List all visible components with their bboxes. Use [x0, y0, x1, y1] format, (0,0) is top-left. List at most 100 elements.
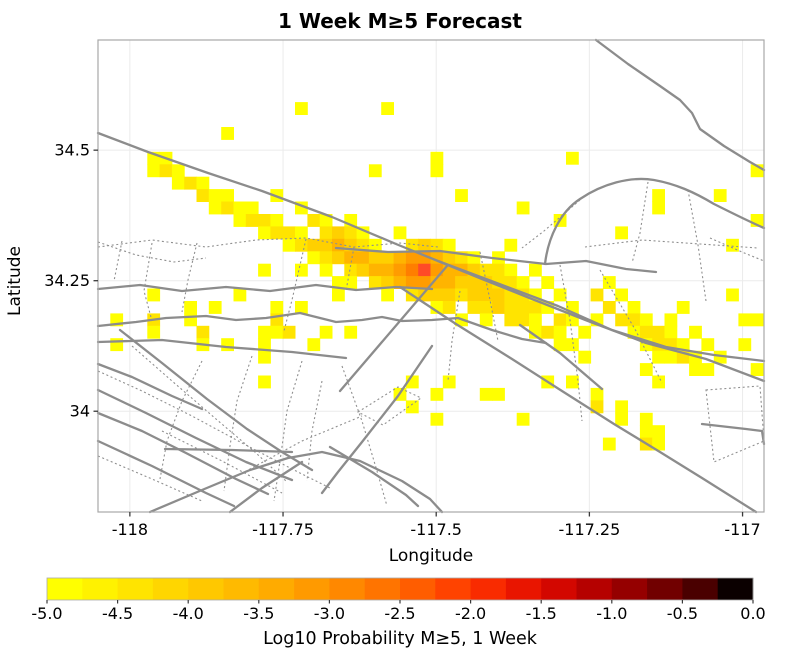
colorbar-tick-label: -3.0 — [314, 604, 345, 623]
x-tick-label: -117.75 — [252, 520, 314, 539]
fault-line — [96, 388, 294, 482]
y-axis-tick-labels: 34.5 34.25 34 — [44, 141, 90, 421]
probability-cell — [430, 151, 444, 165]
colorbar-tick-label: -4.5 — [102, 604, 133, 623]
fault-line — [398, 285, 758, 514]
probability-cell — [332, 238, 345, 252]
probability-cell — [332, 288, 345, 302]
probability-cell — [282, 226, 296, 240]
probability-cell — [393, 276, 407, 289]
probability-cell — [442, 288, 456, 302]
probability-cell — [258, 226, 271, 240]
probability-cell — [738, 338, 752, 352]
probability-cell — [184, 313, 197, 327]
probability-cell — [516, 301, 530, 314]
fault-line — [96, 411, 270, 496]
probability-cell — [442, 238, 456, 252]
probability-cell — [184, 176, 197, 190]
probability-cell — [344, 276, 358, 289]
fault-line — [594, 38, 766, 172]
probability-cell — [479, 387, 493, 401]
probability-cell — [504, 301, 518, 314]
probability-cell — [332, 276, 345, 289]
probability-cell — [381, 102, 394, 115]
probability-cell — [171, 164, 185, 178]
probability-cell — [750, 313, 764, 327]
probability-cell — [467, 301, 481, 314]
colorbar-tick-label: 0.0 — [740, 604, 765, 623]
probability-cell — [504, 238, 518, 252]
probability-cell — [516, 276, 530, 289]
fault-line — [118, 328, 314, 472]
colorbar-segment — [470, 578, 507, 600]
probability-cell — [726, 238, 739, 252]
probability-cell — [295, 301, 308, 314]
probability-cell — [541, 325, 555, 339]
probability-cell — [418, 276, 431, 289]
probability-cell — [627, 301, 641, 314]
fault-line-dotted — [143, 242, 153, 322]
probability-cell — [516, 412, 530, 426]
colorbar-tick-label: -4.0 — [173, 604, 204, 623]
colorbar-tick-label: -5.0 — [31, 604, 62, 623]
fault-line-dotted — [521, 199, 581, 249]
fault-line-dotted — [131, 345, 287, 482]
probability-cell — [639, 412, 653, 426]
probability-cell — [368, 164, 382, 178]
probability-cell — [405, 276, 419, 289]
probability-cell — [233, 288, 247, 302]
probability-cell — [566, 151, 579, 165]
fault-line — [543, 177, 766, 266]
probability-cell — [258, 214, 271, 227]
probability-cell — [701, 338, 715, 352]
fault-line-dotted — [345, 246, 355, 292]
probability-cell — [455, 288, 468, 302]
probability-cell — [344, 263, 358, 277]
heatmap-cells — [110, 102, 764, 451]
probability-cell — [319, 226, 333, 240]
probability-cell — [319, 238, 333, 252]
probability-cell — [368, 263, 382, 277]
probability-cell — [615, 226, 628, 240]
probability-cell — [492, 301, 505, 314]
fault-line-dotted — [97, 237, 439, 248]
probability-cell — [368, 238, 382, 252]
probability-cell — [676, 338, 690, 352]
probability-cell — [196, 325, 210, 339]
fault-line — [163, 447, 294, 454]
colorbar-segment — [647, 578, 683, 600]
probability-cell — [344, 251, 358, 265]
colorbar-segment — [400, 578, 436, 600]
probability-cell — [430, 164, 444, 178]
probability-cell — [307, 251, 321, 265]
colorbar-segment — [541, 578, 577, 600]
probability-cell — [233, 201, 247, 215]
probability-cell — [615, 412, 628, 426]
fault-line-dotted — [236, 415, 363, 477]
fault-line — [96, 338, 348, 360]
probability-cell — [430, 301, 444, 314]
probability-cell — [430, 288, 444, 302]
colorbar-ticks — [46, 600, 754, 604]
probability-cell — [652, 325, 665, 339]
probability-cell — [171, 176, 185, 190]
probability-cell — [418, 288, 431, 302]
colorbar-segment — [223, 578, 260, 600]
probability-cell — [208, 189, 222, 202]
probability-cell — [430, 276, 444, 289]
fault-line-dotted — [709, 237, 765, 262]
probability-cell — [258, 350, 271, 364]
probability-cell — [393, 251, 407, 265]
fault-line-dotted — [705, 385, 765, 463]
probability-cell — [639, 425, 653, 439]
probability-cell — [196, 176, 210, 190]
probability-cell — [553, 325, 567, 339]
probability-cell — [344, 325, 358, 339]
probability-cell — [553, 338, 567, 352]
probability-cell — [701, 363, 715, 376]
x-axis-tick-labels: -118 -117.75 -117.5 -117.25 -117 — [112, 520, 761, 539]
colorbar-segment — [258, 578, 295, 600]
probability-cell — [258, 263, 271, 277]
y-tick-label: 34.25 — [44, 271, 90, 290]
probability-cell — [566, 338, 579, 352]
